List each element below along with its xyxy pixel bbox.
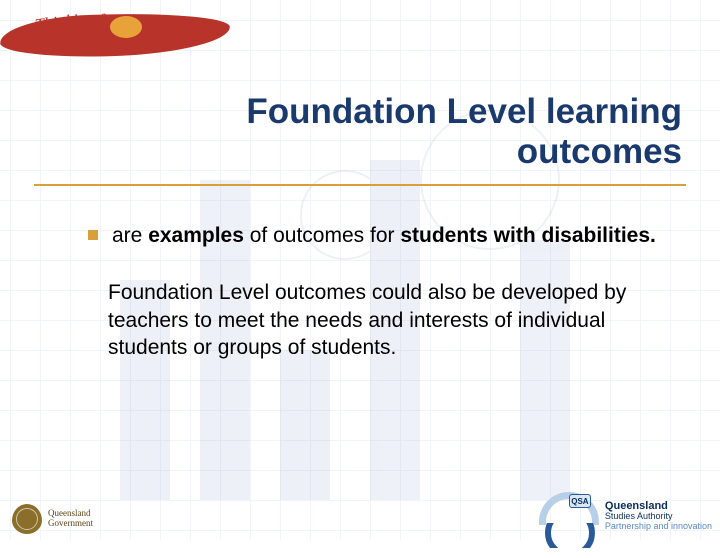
bullet-item: are examples of outcomes for students wi…	[88, 222, 660, 249]
footer: Queensland Government QSA Queensland Stu…	[12, 484, 712, 534]
title-line-2: outcomes	[517, 132, 682, 171]
qsa-badge: QSA	[569, 494, 591, 508]
body-paragraph: Foundation Level outcomes could also be …	[108, 279, 660, 361]
title-underline	[34, 184, 686, 186]
bullet-text: are examples of outcomes for students wi…	[112, 222, 660, 249]
slide-title: Foundation Level learning outcomes	[120, 92, 682, 173]
queensland-government-logo: Queensland Government	[12, 504, 93, 534]
qsa-swoosh-icon: QSA	[549, 498, 597, 534]
title-line-1: Foundation Level learning	[246, 92, 682, 131]
qld-crest-icon	[12, 504, 42, 534]
bullet-marker	[88, 230, 98, 240]
banner-amp: &	[98, 10, 110, 26]
thinking-reasoning-logo: Thinking & Reasoning	[0, 6, 240, 61]
qsa-line-3: Partnership and innovation	[605, 522, 712, 532]
qsa-logo: QSA Queensland Studies Authority Partner…	[549, 498, 712, 534]
slide-body: are examples of outcomes for students wi…	[88, 222, 660, 361]
qgov-line-2: Government	[48, 519, 93, 529]
